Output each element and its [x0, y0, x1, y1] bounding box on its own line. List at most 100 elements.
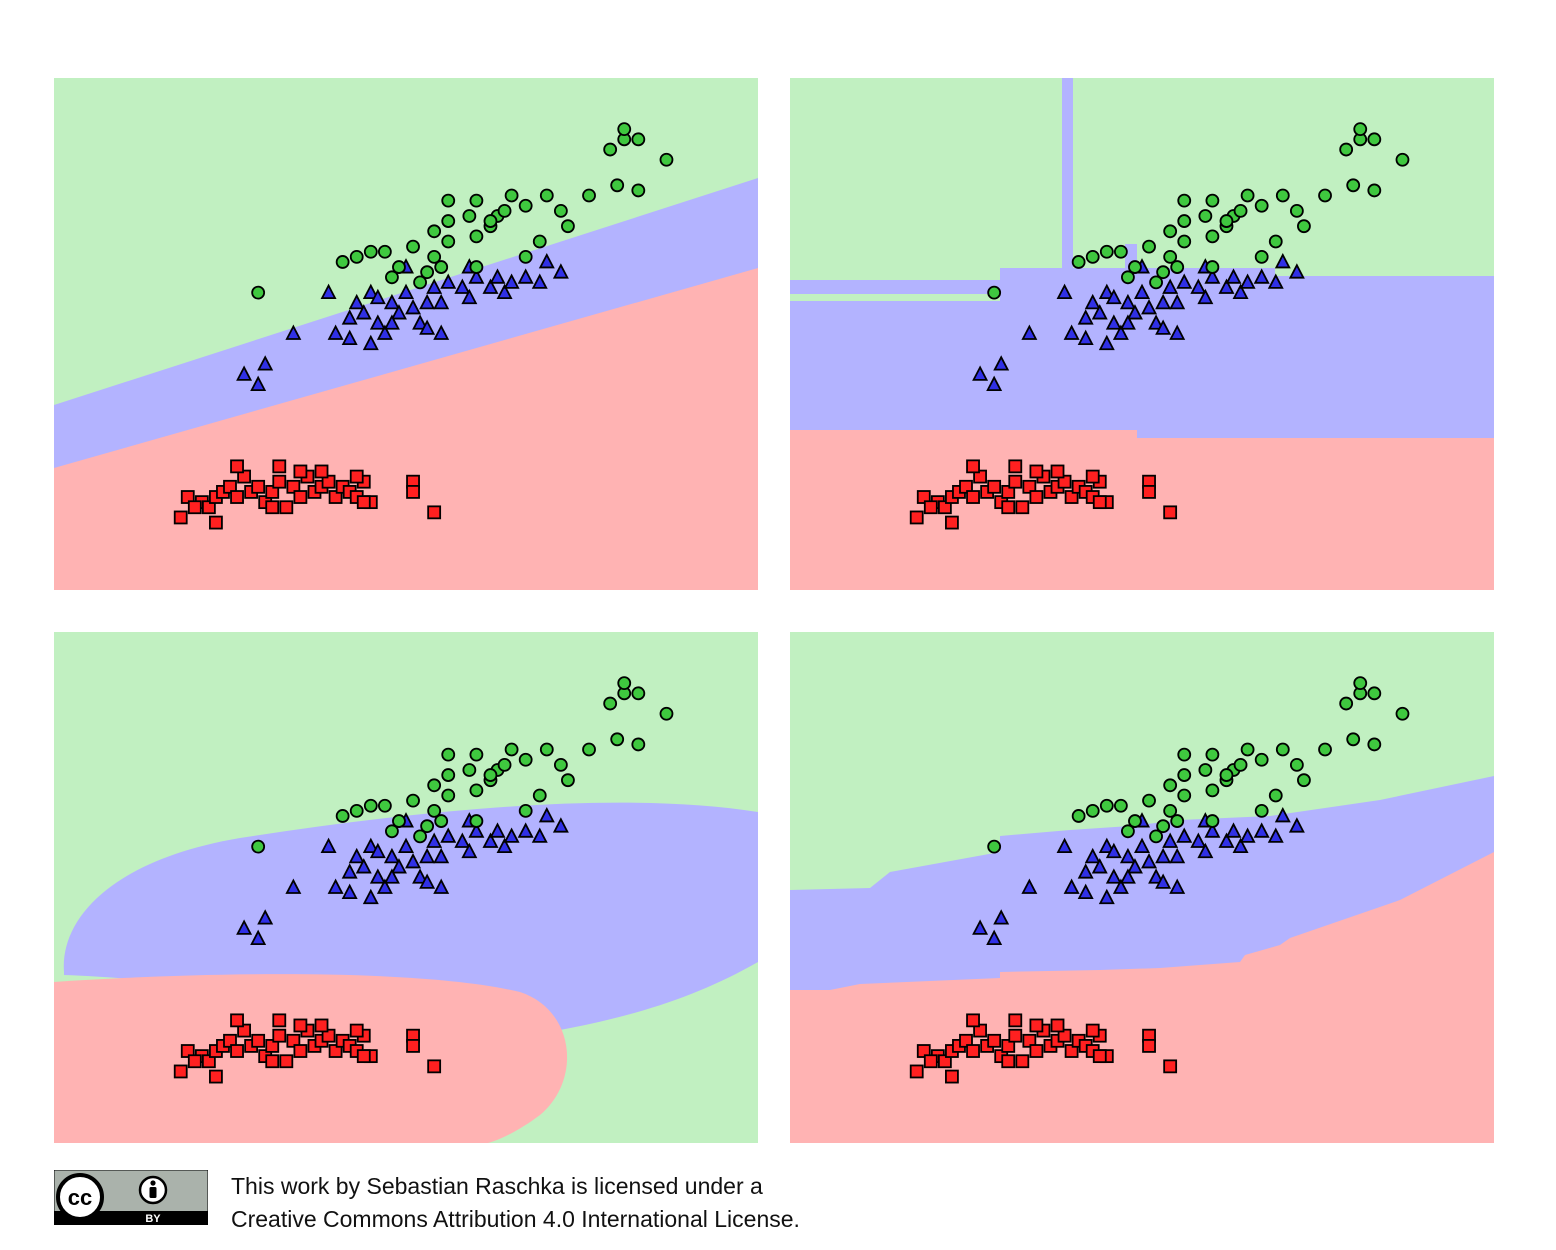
- cc-letters: cc: [68, 1185, 92, 1210]
- license-line-2[interactable]: Creative Commons Attribution 4.0 Interna…: [231, 1206, 800, 1232]
- setosa-marker: [427, 505, 442, 520]
- versicolor-marker: [440, 827, 457, 843]
- virginica-marker: [532, 788, 547, 803]
- setosa-marker: [293, 490, 308, 504]
- versicolor-marker: [405, 298, 422, 315]
- virginica-marker: [1128, 260, 1142, 274]
- setosa-marker: [973, 469, 987, 484]
- virginica-marker: [469, 193, 484, 208]
- virginica-marker: [441, 788, 456, 803]
- setosa-marker: [286, 479, 301, 494]
- versicolor-marker: [320, 837, 337, 854]
- setosa-marker: [1001, 500, 1016, 515]
- points-panel-3: [173, 676, 674, 1084]
- setosa-marker: [1057, 1028, 1072, 1043]
- versicolor-marker: [1155, 847, 1172, 864]
- virginica-marker: [1297, 219, 1311, 234]
- virginica-marker: [1071, 809, 1086, 823]
- setosa-marker: [1142, 1039, 1156, 1053]
- setosa-marker: [916, 1044, 931, 1058]
- setosa-marker: [1085, 469, 1100, 484]
- virginica-marker: [631, 686, 646, 701]
- versicolor-marker: [1077, 883, 1094, 900]
- versicolor-marker: [419, 847, 436, 864]
- versicolor-marker: [1267, 827, 1284, 843]
- versicolor-marker: [1176, 273, 1193, 289]
- virginica-marker: [631, 183, 646, 198]
- versicolor-marker: [1274, 807, 1291, 823]
- setosa-marker: [251, 479, 266, 494]
- setosa-marker: [1008, 1028, 1023, 1043]
- virginica-marker: [1219, 768, 1234, 782]
- virginica-marker: [349, 249, 364, 264]
- virginica-marker: [987, 285, 1002, 300]
- virginica-marker: [582, 742, 596, 757]
- versicolor-marker: [1105, 288, 1122, 305]
- virginica-marker: [1163, 803, 1178, 818]
- virginica-marker: [504, 742, 519, 757]
- setosa-marker: [223, 1033, 237, 1048]
- virginica-marker: [539, 188, 554, 203]
- versicolor-marker: [369, 314, 386, 330]
- versicolor-marker: [1063, 324, 1080, 340]
- region-setosa: [790, 430, 1494, 590]
- virginica-marker: [469, 260, 484, 274]
- versicolor-marker: [454, 278, 471, 294]
- virginica-marker: [462, 763, 477, 777]
- virginica-marker: [631, 737, 646, 752]
- versicolor-marker: [1077, 329, 1094, 346]
- setosa-marker: [293, 464, 308, 479]
- setosa-marker: [406, 1039, 420, 1053]
- setosa-marker: [230, 490, 244, 504]
- versicolor-marker: [1155, 293, 1172, 310]
- versicolor-marker: [993, 909, 1010, 925]
- virginica-marker: [1163, 778, 1178, 793]
- versicolor-marker: [369, 868, 386, 884]
- virginica-marker: [1289, 757, 1304, 772]
- virginica-marker: [518, 752, 533, 767]
- virginica-marker: [469, 747, 484, 762]
- versicolor-marker: [341, 309, 358, 325]
- setosa-marker: [180, 1044, 195, 1058]
- virginica-marker: [987, 839, 1002, 854]
- virginica-marker: [617, 122, 632, 137]
- versicolor-marker: [285, 324, 302, 340]
- virginica-marker: [518, 249, 533, 264]
- setosa-marker: [1163, 1059, 1178, 1074]
- setosa-marker: [321, 474, 336, 489]
- versicolor-marker: [383, 314, 400, 330]
- versicolor-marker: [1190, 832, 1207, 848]
- virginica-marker: [518, 803, 533, 818]
- cc-by-badge[interactable]: cc BY: [54, 1170, 208, 1225]
- virginica-marker: [1233, 757, 1248, 772]
- setosa-marker: [1029, 1018, 1044, 1033]
- virginica-marker: [659, 152, 674, 167]
- versicolor-marker: [482, 832, 499, 848]
- virginica-marker: [1149, 275, 1163, 290]
- setosa-marker: [1092, 1049, 1107, 1064]
- virginica-marker: [1113, 798, 1128, 813]
- setosa-marker: [923, 1054, 938, 1069]
- versicolor-marker: [1105, 314, 1122, 330]
- setosa-marker: [230, 1013, 244, 1028]
- person-head: [150, 1180, 156, 1186]
- virginica-marker: [1205, 229, 1220, 244]
- virginica-marker: [462, 209, 477, 223]
- virginica-marker: [434, 814, 449, 828]
- setosa-marker: [272, 474, 287, 489]
- virginica-marker: [1099, 798, 1114, 813]
- setosa-marker: [187, 500, 202, 515]
- virginica-marker: [363, 798, 378, 813]
- virginica-marker: [1149, 829, 1163, 844]
- versicolor-marker: [390, 858, 407, 874]
- versicolor-marker: [1169, 878, 1186, 894]
- versicolor-marker: [1239, 827, 1256, 843]
- versicolor-marker: [341, 883, 358, 900]
- versicolor-marker: [517, 268, 534, 284]
- versicolor-marker: [503, 827, 520, 843]
- virginica-marker: [335, 809, 350, 823]
- virginica-marker: [441, 214, 456, 228]
- virginica-marker: [1346, 732, 1361, 747]
- setosa-marker: [272, 1028, 287, 1043]
- versicolor-marker: [1253, 268, 1270, 284]
